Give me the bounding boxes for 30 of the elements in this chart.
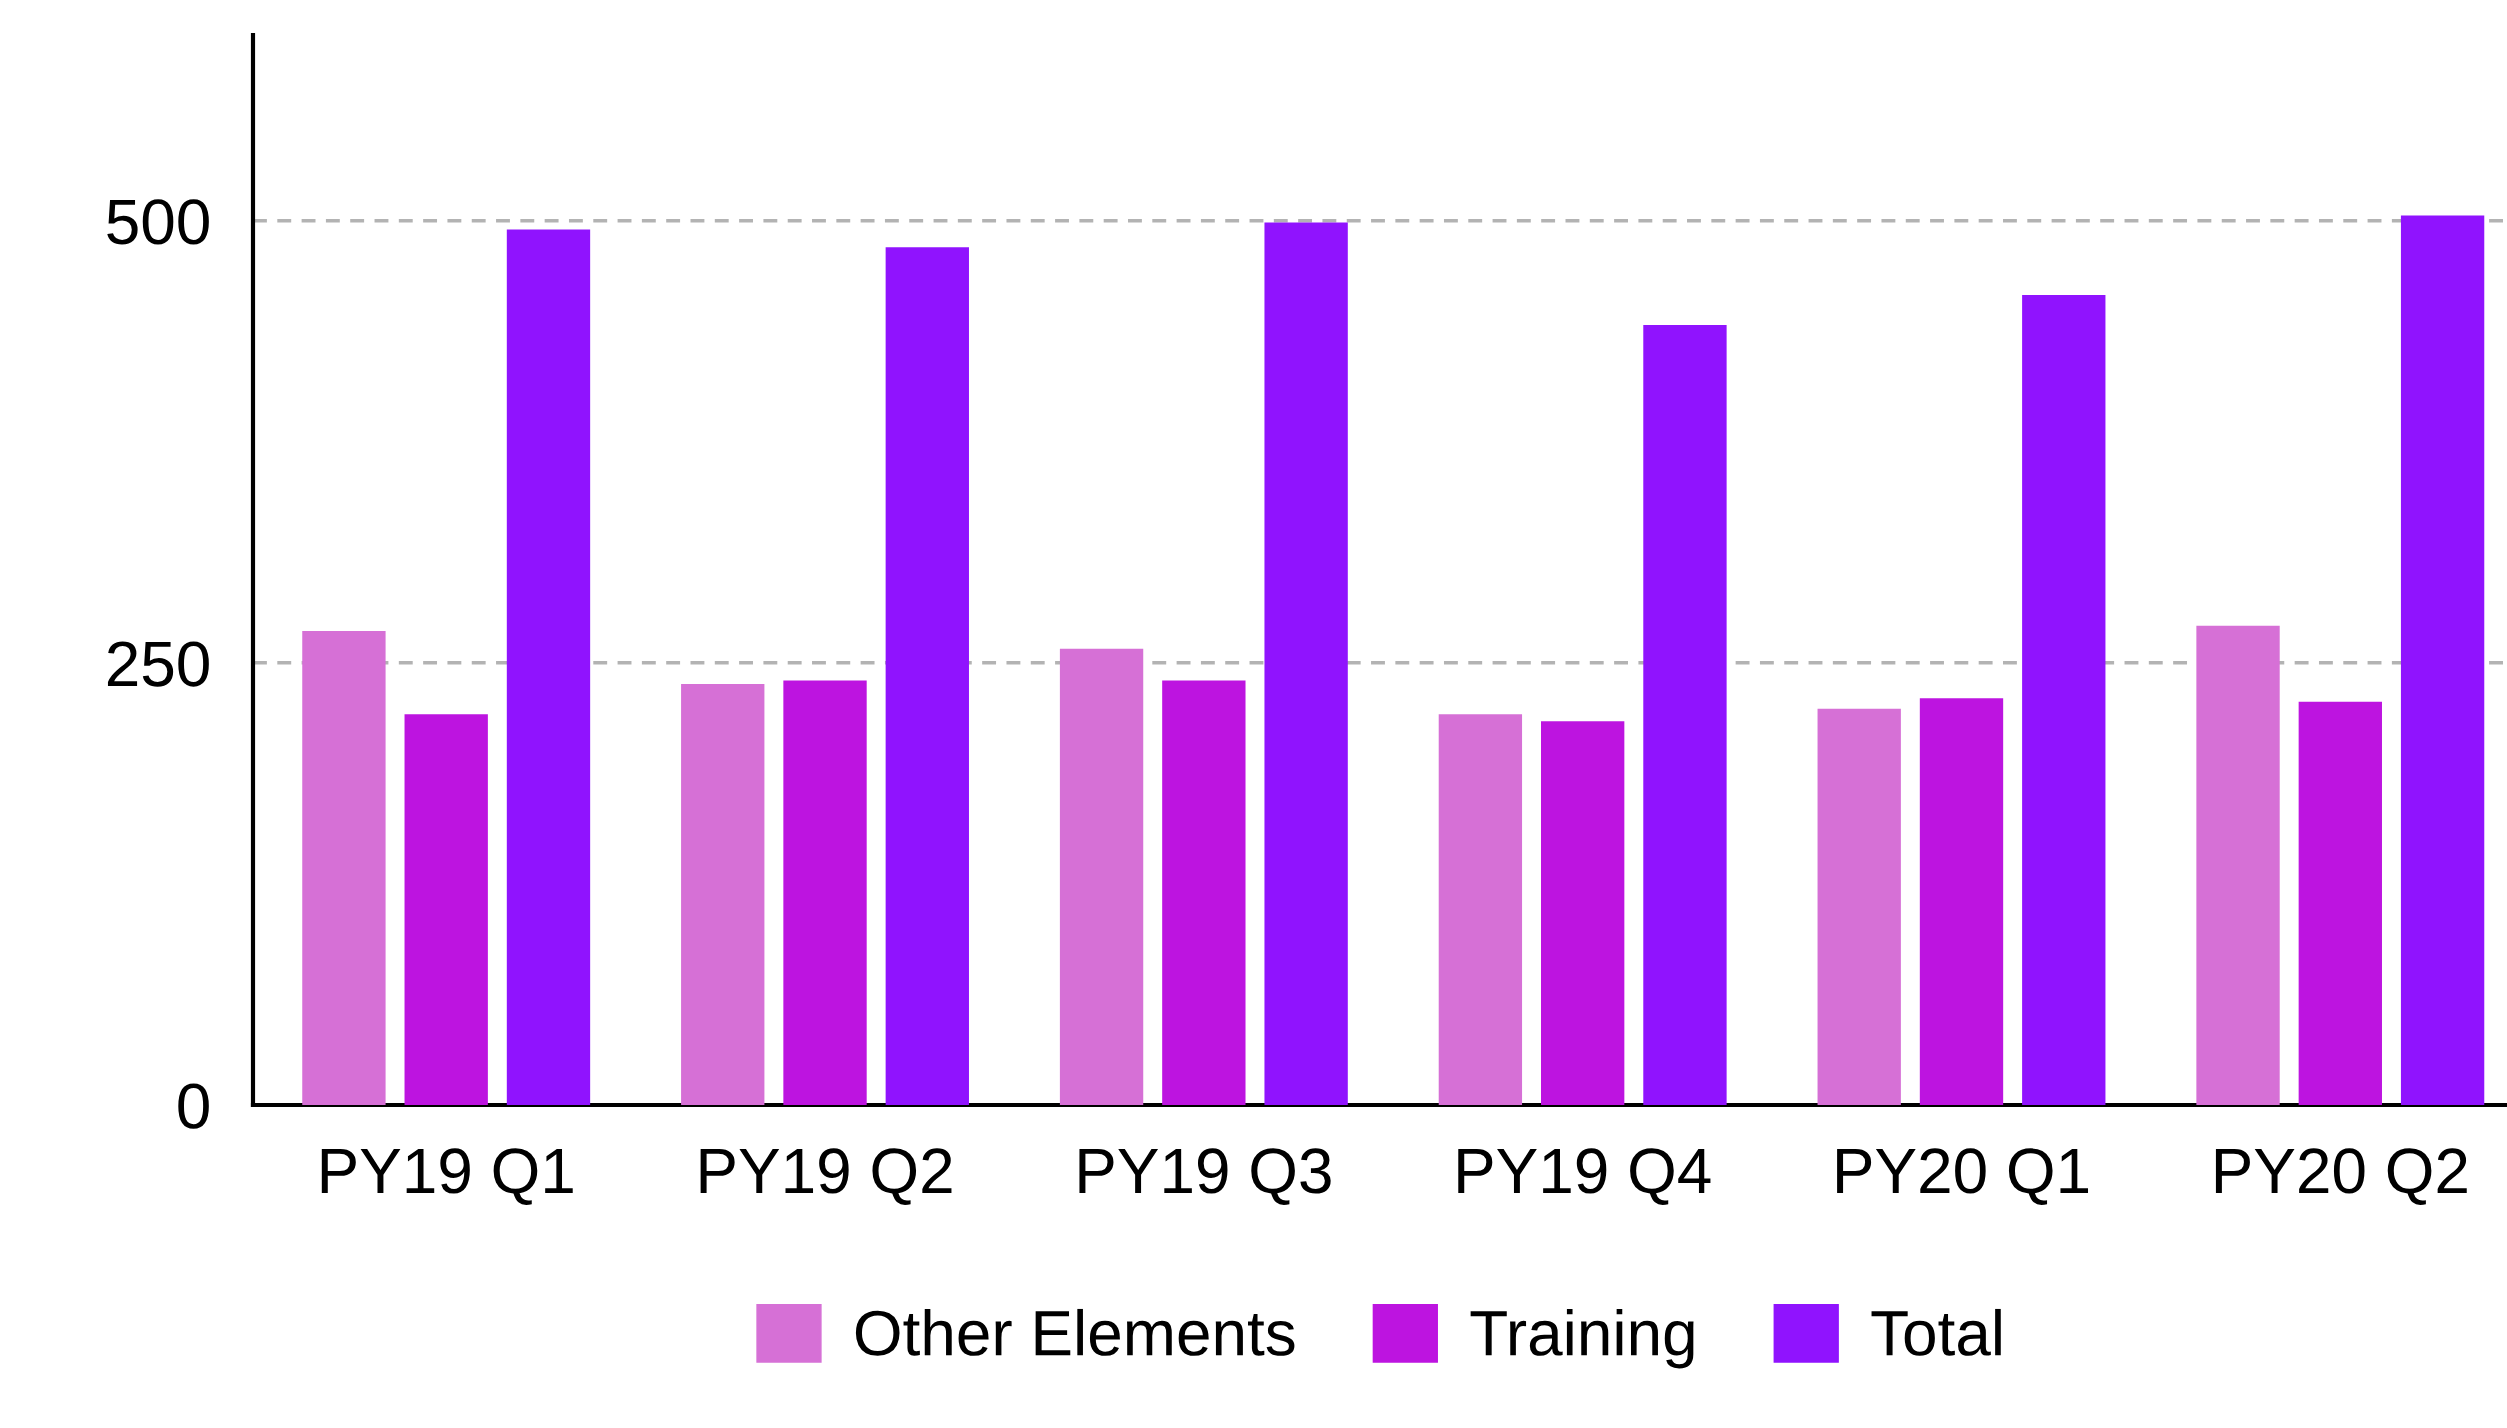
bar xyxy=(404,714,488,1105)
bar xyxy=(2196,625,2280,1105)
bar xyxy=(302,631,386,1105)
y-tick-label: 250 xyxy=(107,641,209,687)
bar xyxy=(1817,708,1901,1105)
legend-label: Training xyxy=(1470,1308,1694,1369)
bar xyxy=(783,680,867,1105)
x-tick-label: PY20 Q1 xyxy=(1837,1148,2089,1206)
bar xyxy=(1162,680,1246,1105)
x-tick-label: PY19 Q4 xyxy=(1458,1148,1711,1206)
bar xyxy=(1438,714,1523,1105)
bar xyxy=(1264,222,1348,1105)
bar xyxy=(2298,701,2382,1105)
x-tick-label: PY19 Q1 xyxy=(321,1148,573,1206)
bar xyxy=(681,684,765,1105)
x-tick-label: PY19 Q2 xyxy=(700,1148,952,1206)
y-tick-label: 500 xyxy=(107,199,209,245)
bar xyxy=(1919,698,2004,1105)
y-tick-label: 0 xyxy=(178,1083,209,1129)
legend-label: Other Elements xyxy=(855,1308,1295,1356)
x-tick-label: PY20 Q2 xyxy=(2215,1148,2467,1206)
bar xyxy=(1541,721,1625,1105)
bar xyxy=(506,229,591,1105)
bar xyxy=(1059,648,1144,1105)
bar xyxy=(885,247,969,1105)
bar xyxy=(1643,325,1727,1105)
x-tick-label: PY19 Q3 xyxy=(1079,1148,1331,1206)
bar xyxy=(2022,294,2106,1105)
legend-label: Total xyxy=(1871,1308,2001,1356)
bar xyxy=(2400,215,2485,1105)
